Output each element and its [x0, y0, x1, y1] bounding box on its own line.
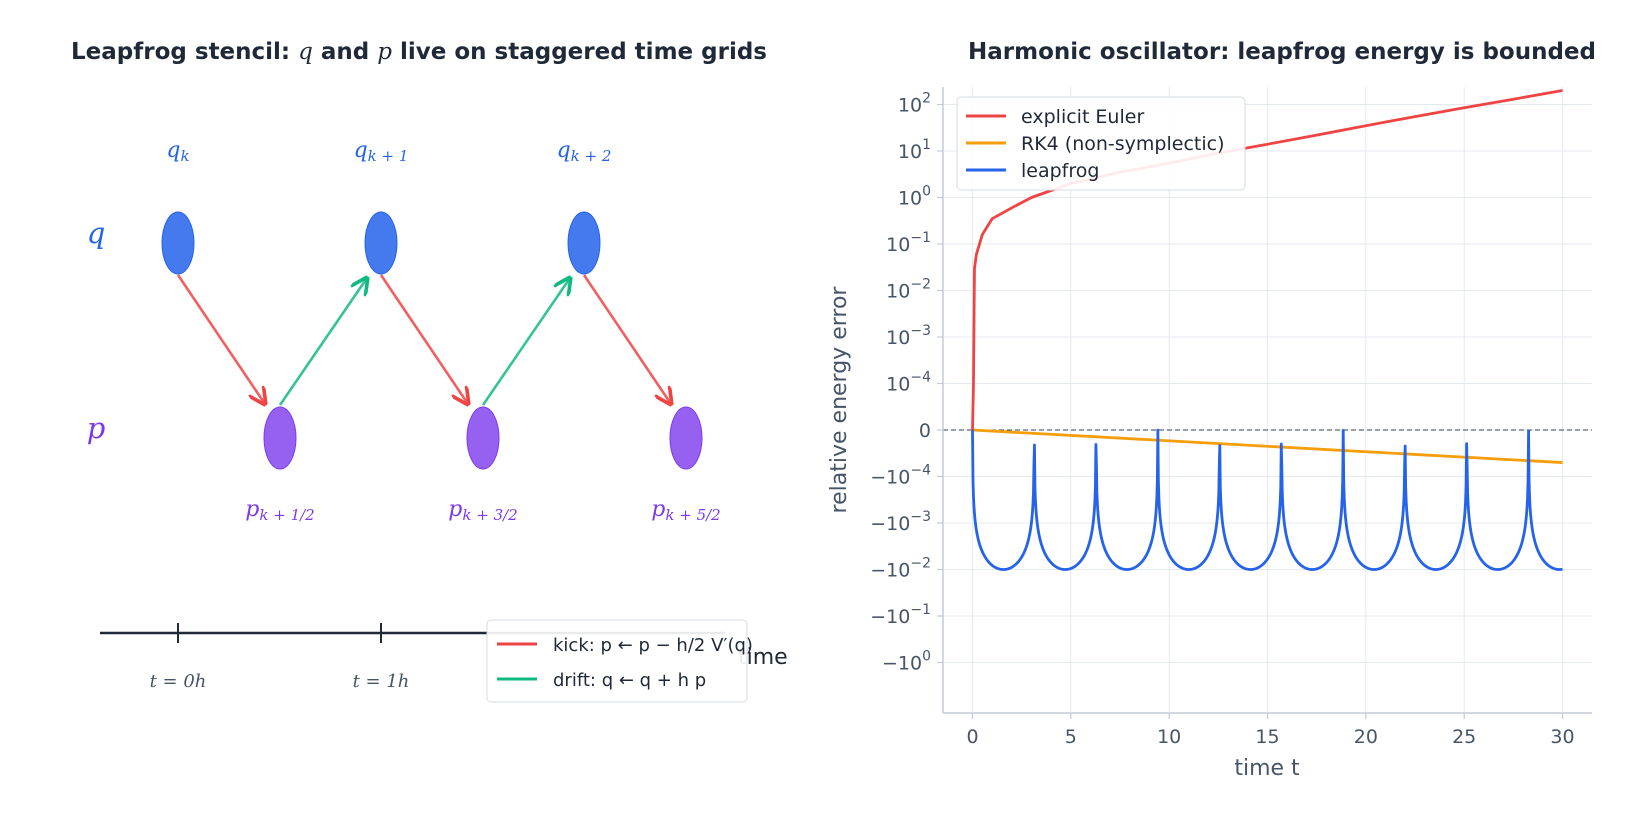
kick-arrow-0: [176, 274, 265, 404]
x-tick-label: 15: [1255, 726, 1279, 748]
drift-arrow-0: [278, 278, 367, 406]
x-tick-label: 20: [1354, 726, 1378, 748]
chart-legend-box: [956, 96, 1246, 191]
y-tick-label: 10−3: [886, 323, 931, 349]
right-panel: Harmonic oscillator: leapfrog energy is …: [827, 39, 1596, 781]
legend-leapfrog-label: leapfrog: [1021, 160, 1099, 182]
q-node-2: [567, 211, 601, 275]
chart-title: Harmonic oscillator: leapfrog energy is …: [968, 39, 1596, 65]
x-tick-label: 30: [1550, 726, 1574, 748]
time-tick-label-1: t = 1h: [353, 671, 410, 692]
legend-drift-label: drift: q ← q + h p: [553, 670, 706, 691]
chart-legend: explicit Euler RK4 (non-symplectic) leapfr…: [956, 96, 1246, 191]
kick-arrow-1: [379, 274, 468, 404]
p-node-0: [263, 406, 297, 470]
row-label-q: q: [87, 216, 106, 250]
x-ticks: 0 5 10 15 20 25 30: [966, 713, 1575, 748]
y-tick-label: −10−1: [870, 602, 931, 628]
x-tick-label: 10: [1157, 726, 1181, 748]
p-node-2: [669, 406, 703, 470]
y-tick-label: −10−4: [870, 463, 931, 489]
chart-grid: [943, 87, 1592, 713]
p-node-1: [466, 406, 500, 470]
q-label-0: qk: [166, 138, 189, 165]
q-label-2: qk + 2: [557, 138, 612, 165]
left-title: Leapfrog stencil: q and p live on stagge…: [71, 39, 767, 65]
q-node-0: [161, 211, 195, 275]
q-label-1: qk + 1: [354, 138, 409, 165]
y-tick-label: 10−4: [886, 370, 931, 396]
rk4-line: [972, 428, 1563, 464]
leapfrog-line: [971, 428, 1564, 571]
p-label-0: pk + 1/2: [245, 497, 314, 524]
y-tick-label: 101: [898, 137, 931, 163]
y-tick-label: −10−2: [870, 556, 931, 582]
q-node-1: [364, 211, 398, 275]
y-tick-label: 0: [919, 420, 931, 442]
left-legend: kick: p ← p − h/2 V′(q) drift: q ← q + h…: [486, 619, 753, 703]
x-tick-label: 0: [966, 726, 978, 748]
x-axis-label: time t: [1234, 756, 1300, 781]
legend-rk4-label: RK4 (non-symplectic): [1021, 133, 1224, 155]
y-tick-label: 10−2: [886, 277, 931, 303]
x-tick-label: 25: [1452, 726, 1476, 748]
p-label-1: pk + 3/2: [448, 497, 517, 524]
x-tick-label: 5: [1065, 726, 1077, 748]
y-axis-label: relative energy error: [827, 286, 852, 514]
y-tick-label: 10−1: [886, 230, 931, 256]
kick-arrow-2: [582, 274, 671, 404]
left-legend-box: [486, 619, 748, 703]
time-tick-label-0: t = 0h: [150, 671, 207, 692]
p-label-2: pk + 5/2: [651, 497, 720, 524]
y-tick-label: −10−3: [870, 509, 931, 535]
row-label-p: p: [87, 411, 106, 445]
legend-euler-label: explicit Euler: [1021, 106, 1144, 128]
left-panel: Leapfrog stencil: q and p live on stagge…: [71, 39, 788, 703]
legend-kick-label: kick: p ← p − h/2 V′(q): [553, 635, 753, 656]
y-tick-label: −100: [882, 649, 931, 675]
y-tick-label: 102: [898, 91, 931, 117]
y-tick-label: 100: [898, 184, 931, 210]
y-ticks: 102 101 100 10−1 10−2 10−3 10−4 0 −10−4 −10−3 −10−…: [870, 91, 943, 675]
drift-arrow-1: [481, 278, 570, 406]
